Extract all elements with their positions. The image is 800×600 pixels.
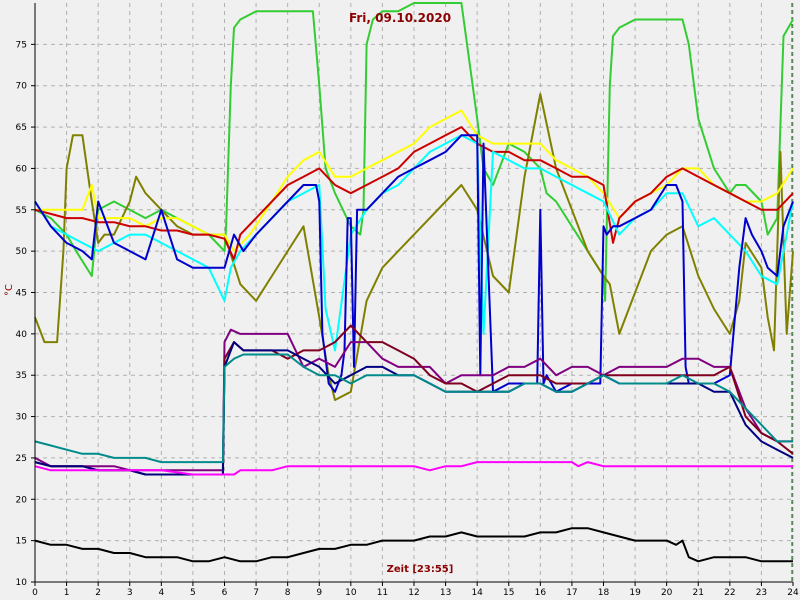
series-line-10 xyxy=(34,461,793,476)
series-line-11 xyxy=(34,527,793,563)
series-line-2 xyxy=(35,109,794,253)
x-tick-label: 24 xyxy=(787,588,799,598)
series-line-1 xyxy=(34,93,794,401)
x-tick-label: 12 xyxy=(408,588,419,598)
x-tick-label: 1 xyxy=(64,588,70,598)
series-layer xyxy=(34,2,794,563)
x-tick-label: 6 xyxy=(222,588,228,598)
axes xyxy=(31,3,794,586)
tick-labels: 0 1 2 3 4 5 6 7 8 9 10 11 12 13 14 15 16 17 18 19 20 21 22 23 24… xyxy=(16,40,799,598)
y-tick-label: 75 xyxy=(16,40,27,50)
x-tick-label: 13 xyxy=(440,588,451,598)
x-tick-label: 20 xyxy=(661,588,673,598)
series-line-5 xyxy=(34,134,794,393)
y-tick-label: 10 xyxy=(16,578,28,588)
y-axis-label: °C xyxy=(4,284,15,296)
series-line-3 xyxy=(34,126,794,261)
x-tick-label: 10 xyxy=(345,588,357,598)
chart-title: Fri, 09.10.2020 xyxy=(349,11,451,25)
y-tick-label: 35 xyxy=(16,371,27,381)
x-tick-label: 14 xyxy=(471,588,483,598)
y-tick-label: 50 xyxy=(16,247,28,257)
y-tick-label: 25 xyxy=(16,454,27,464)
x-tick-label: 5 xyxy=(190,588,196,598)
x-tick-label: 18 xyxy=(598,588,610,598)
x-tick-label: 0 xyxy=(32,588,38,598)
y-tick-label: 15 xyxy=(16,537,27,547)
y-tick-label: 70 xyxy=(16,82,28,92)
x-tick-label: 8 xyxy=(285,588,291,598)
x-tick-label: 21 xyxy=(693,588,704,598)
x-tick-label: 9 xyxy=(316,588,322,598)
x-tick-label: 22 xyxy=(724,588,735,598)
y-tick-label: 60 xyxy=(16,164,28,174)
grid-lines xyxy=(35,3,794,583)
x-tick-label: 4 xyxy=(158,588,164,598)
x-axis-label: Zeit [23:55] xyxy=(387,564,454,575)
x-tick-label: 23 xyxy=(756,588,767,598)
x-tick-label: 15 xyxy=(503,588,514,598)
x-tick-label: 19 xyxy=(629,588,641,598)
x-tick-label: 3 xyxy=(127,588,133,598)
y-tick-label: 45 xyxy=(16,289,27,299)
y-tick-label: 30 xyxy=(16,413,28,423)
y-tick-label: 20 xyxy=(16,495,28,505)
series-line-9 xyxy=(34,353,793,464)
x-tick-label: 17 xyxy=(566,588,577,598)
x-tick-label: 11 xyxy=(377,588,388,598)
y-tick-label: 65 xyxy=(16,123,27,133)
y-tick-label: 40 xyxy=(16,330,28,340)
series-line-4 xyxy=(34,134,794,352)
x-tick-label: 7 xyxy=(253,588,259,598)
x-tick-label: 16 xyxy=(535,588,547,598)
x-tick-label: 2 xyxy=(95,588,101,598)
y-tick-label: 55 xyxy=(16,206,27,216)
